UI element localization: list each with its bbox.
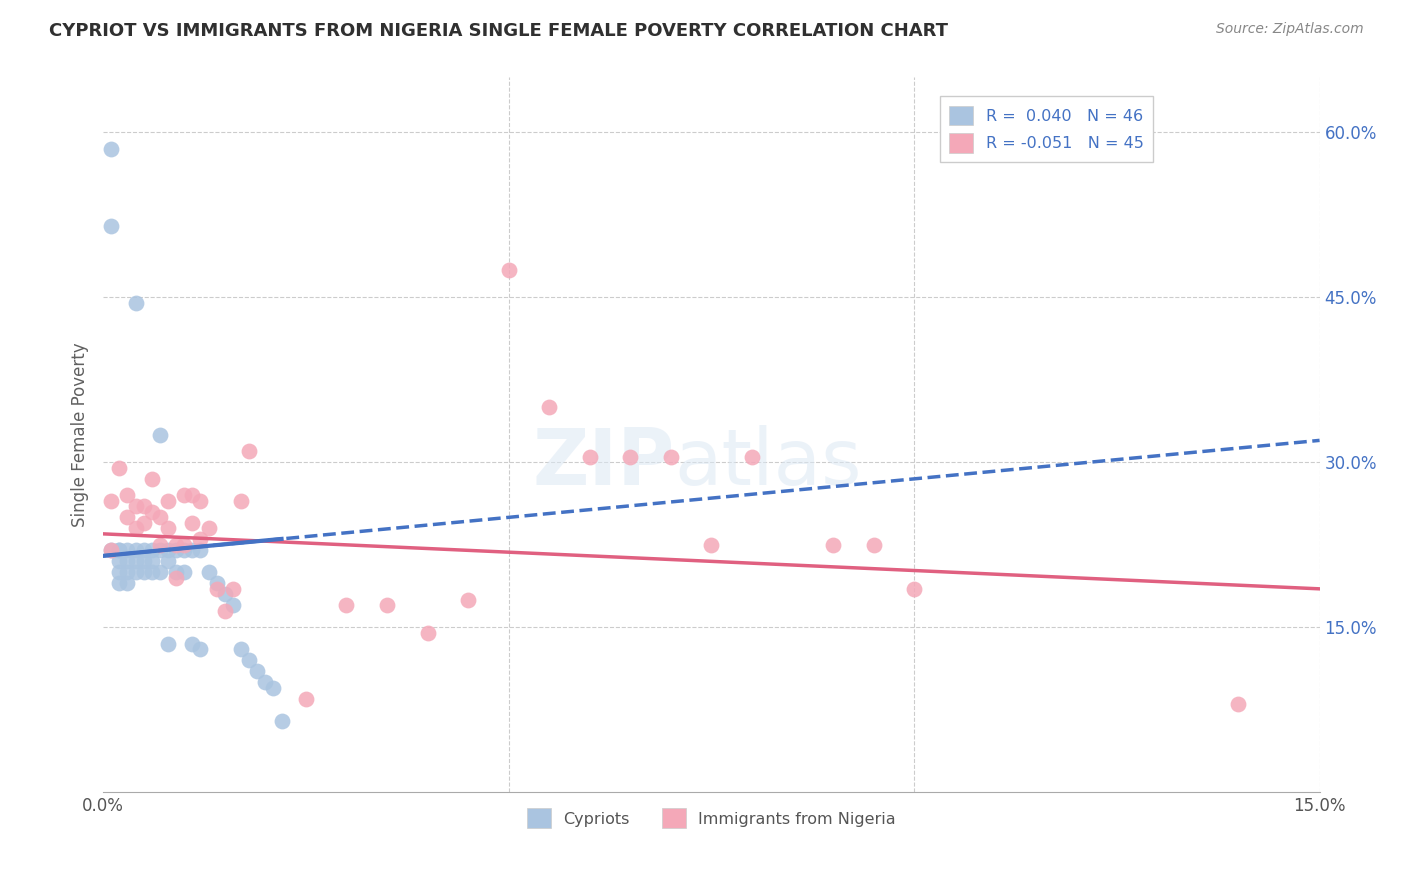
Point: [156, 554, 179, 568]
Point: [538, 401, 561, 415]
Point: [173, 566, 195, 580]
Point: [821, 538, 844, 552]
Point: [498, 263, 520, 277]
Point: [903, 582, 925, 596]
Point: [108, 554, 131, 568]
Point: [214, 587, 236, 601]
Text: ZIP: ZIP: [533, 425, 675, 501]
Point: [141, 543, 163, 558]
Point: [100, 142, 122, 156]
Point: [197, 566, 219, 580]
Point: [862, 538, 884, 552]
Point: [270, 714, 292, 728]
Point: [659, 450, 682, 464]
Point: [619, 450, 641, 464]
Point: [222, 582, 245, 596]
Point: [100, 543, 122, 558]
Y-axis label: Single Female Poverty: Single Female Poverty: [72, 343, 89, 527]
Point: [181, 637, 204, 651]
Point: [238, 444, 260, 458]
Point: [165, 543, 187, 558]
Point: [149, 538, 172, 552]
Point: [117, 510, 139, 524]
Point: [205, 576, 228, 591]
Point: [149, 428, 172, 442]
Point: [173, 538, 195, 552]
Point: [295, 691, 318, 706]
Point: [132, 516, 155, 530]
Point: [173, 543, 195, 558]
Point: [190, 533, 212, 547]
Point: [205, 582, 228, 596]
Point: [141, 505, 163, 519]
Point: [100, 494, 122, 508]
Point: [149, 543, 172, 558]
Point: [165, 566, 187, 580]
Point: [117, 543, 139, 558]
Point: [108, 576, 131, 591]
Point: [149, 510, 172, 524]
Point: [246, 665, 269, 679]
Point: [214, 604, 236, 618]
Point: [132, 543, 155, 558]
Point: [108, 461, 131, 475]
Point: [156, 494, 179, 508]
Point: [165, 571, 187, 585]
Point: [117, 576, 139, 591]
Legend: Cypriots, Immigrants from Nigeria: Cypriots, Immigrants from Nigeria: [520, 802, 903, 834]
Point: [254, 675, 277, 690]
Point: [141, 566, 163, 580]
Point: [141, 554, 163, 568]
Point: [578, 450, 600, 464]
Point: [108, 566, 131, 580]
Point: [132, 500, 155, 514]
Point: [124, 543, 146, 558]
Point: [124, 500, 146, 514]
Point: [149, 566, 172, 580]
Point: [165, 538, 187, 552]
Point: [700, 538, 723, 552]
Text: atlas: atlas: [675, 425, 862, 501]
Point: [238, 653, 260, 667]
Point: [124, 554, 146, 568]
Point: [132, 566, 155, 580]
Point: [156, 543, 179, 558]
Point: [124, 521, 146, 535]
Point: [190, 642, 212, 657]
Point: [190, 494, 212, 508]
Point: [1227, 698, 1250, 712]
Point: [457, 592, 479, 607]
Point: [100, 543, 122, 558]
Point: [124, 566, 146, 580]
Point: [375, 599, 398, 613]
Point: [132, 554, 155, 568]
Point: [156, 637, 179, 651]
Text: Source: ZipAtlas.com: Source: ZipAtlas.com: [1216, 22, 1364, 37]
Point: [141, 472, 163, 486]
Point: [173, 488, 195, 502]
Point: [117, 566, 139, 580]
Point: [262, 681, 284, 695]
Point: [124, 296, 146, 310]
Point: [108, 543, 131, 558]
Point: [229, 494, 252, 508]
Text: CYPRIOT VS IMMIGRANTS FROM NIGERIA SINGLE FEMALE POVERTY CORRELATION CHART: CYPRIOT VS IMMIGRANTS FROM NIGERIA SINGL…: [49, 22, 948, 40]
Point: [741, 450, 763, 464]
Point: [181, 543, 204, 558]
Point: [181, 516, 204, 530]
Point: [335, 599, 357, 613]
Point: [222, 599, 245, 613]
Point: [190, 543, 212, 558]
Point: [156, 521, 179, 535]
Point: [197, 521, 219, 535]
Point: [108, 543, 131, 558]
Point: [229, 642, 252, 657]
Point: [181, 488, 204, 502]
Point: [100, 219, 122, 233]
Point: [416, 625, 439, 640]
Point: [117, 554, 139, 568]
Point: [117, 488, 139, 502]
